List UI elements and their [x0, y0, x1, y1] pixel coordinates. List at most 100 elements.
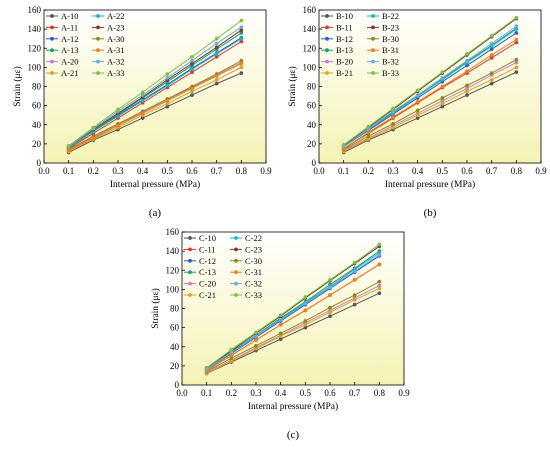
data-point [391, 125, 395, 130]
series-B-21 [341, 65, 519, 154]
legend-marker [325, 48, 329, 53]
data-point [465, 93, 469, 98]
series-line [68, 38, 242, 149]
data-point [165, 75, 170, 80]
legend-item: B-11 [321, 22, 353, 32]
chart-panel-a: 0.0 0.1 0.2 0.3 0.4 0.5 0.6 0.7 0.8 0.9 0 20 40 60 80 1… [0, 0, 275, 227]
data-point [190, 54, 194, 59]
data-point [391, 115, 395, 120]
data-point [465, 52, 469, 56]
data-point [190, 67, 194, 72]
series-line [68, 41, 242, 150]
data-point [165, 83, 170, 88]
data-point [377, 291, 382, 296]
data-point [514, 31, 519, 35]
series-line [343, 62, 517, 152]
legend-marker [371, 59, 375, 64]
data-point [190, 86, 194, 91]
series-line [343, 39, 517, 150]
legend-label: B-33 [382, 68, 399, 78]
series-line [68, 32, 242, 148]
data-point [66, 143, 71, 148]
data-point [140, 98, 145, 103]
legend: C-10C-11 C-12C-13 C-20C-21 C-22C-23 C-30C-31… [184, 233, 262, 300]
data-point [366, 124, 371, 129]
legend-item: C-11 [184, 244, 216, 254]
legend-label: C-31 [245, 267, 262, 277]
legend-item: B-31 [367, 45, 399, 55]
x-tick-label: 0.9 [398, 388, 410, 398]
legend-label: C-23 [245, 244, 262, 254]
series-line [206, 250, 380, 370]
legend-label: C-21 [199, 290, 216, 300]
x-tick-label: 0.1 [201, 388, 212, 398]
series-line [206, 254, 380, 371]
series-line [206, 285, 380, 374]
legend-label: C-12 [199, 256, 216, 266]
data-point [303, 295, 308, 299]
legend-label: B-10 [336, 11, 353, 21]
legend-item: C-12 [184, 256, 216, 266]
series-C-21 [204, 286, 382, 376]
x-tick-label: 0.2 [226, 388, 237, 398]
chart-panel-b: 0.0 0.1 0.2 0.3 0.4 0.5 0.6 0.7 0.8 0.9 0 20 40 60 80 1… [275, 0, 550, 227]
legend: B-10B-11 B-12B-13 B-20B-21 B-22B-23 B-30B-31… [321, 11, 399, 78]
data-point [514, 70, 519, 75]
legend-marker [50, 71, 54, 75]
x-tick-label: 0.3 [387, 166, 399, 176]
data-point [239, 71, 244, 76]
data-point [254, 334, 258, 339]
y-tick-label: 160 [303, 5, 317, 15]
legend-marker [188, 281, 192, 286]
legend-label: C-33 [245, 290, 262, 300]
y-tick-label: 60 [32, 101, 42, 111]
chart-svg: 0.0 0.1 0.2 0.3 0.4 0.5 0.6 0.7 0.8 0.9 0 20 40 60 80 1… [12, 5, 272, 219]
legend-item: A-33 [92, 68, 124, 78]
data-point [214, 36, 219, 41]
series-A-31 [66, 61, 244, 153]
y-tick-label: 20 [307, 139, 317, 149]
data-point [465, 83, 469, 88]
data-point [377, 253, 382, 257]
x-tick-label: 0.6 [186, 166, 198, 176]
legend-item: C-20 [184, 279, 216, 289]
x-tick-label: 0.1 [338, 166, 349, 176]
y-tick-label: 40 [307, 120, 317, 130]
data-point [440, 75, 445, 80]
legend-item: B-32 [367, 57, 399, 67]
chart-svg: 0.0 0.1 0.2 0.3 0.4 0.5 0.6 0.7 0.8 0.9 0 20 40 60 80 1… [287, 5, 547, 219]
x-tick-label: 0.9 [535, 166, 547, 176]
data-point [465, 69, 469, 74]
x-tick-label: 0.0 [38, 166, 50, 176]
series-line [206, 292, 380, 374]
legend-label: B-30 [382, 34, 399, 44]
legend-marker [234, 247, 238, 252]
y-tick-label: 160 [28, 5, 42, 15]
data-point [341, 142, 346, 147]
legend-marker [188, 270, 192, 275]
x-tick-label: 0.9 [260, 166, 272, 176]
legend-marker [234, 293, 238, 297]
legend-label: B-23 [382, 22, 399, 32]
data-point [489, 33, 494, 38]
legend-item: C-21 [184, 290, 216, 300]
legend-marker [50, 14, 54, 18]
legend-label: A-11 [61, 22, 78, 32]
data-point [66, 148, 71, 153]
data-point [165, 72, 170, 76]
series-line [343, 25, 517, 148]
legend-label: B-31 [382, 45, 399, 55]
series-line [68, 63, 242, 152]
series-line [68, 60, 242, 151]
legend-label: A-20 [61, 57, 78, 67]
y-tick-label: 140 [28, 24, 42, 34]
series-line [343, 28, 517, 148]
x-tick-label: 0.8 [511, 166, 523, 176]
data-point [303, 319, 308, 323]
legend-item: B-33 [367, 68, 399, 78]
y-tick-label: 40 [170, 342, 180, 352]
y-tick-label: 100 [303, 62, 317, 72]
data-point [352, 297, 357, 302]
data-point [254, 343, 258, 348]
legend-item: A-32 [92, 57, 124, 67]
